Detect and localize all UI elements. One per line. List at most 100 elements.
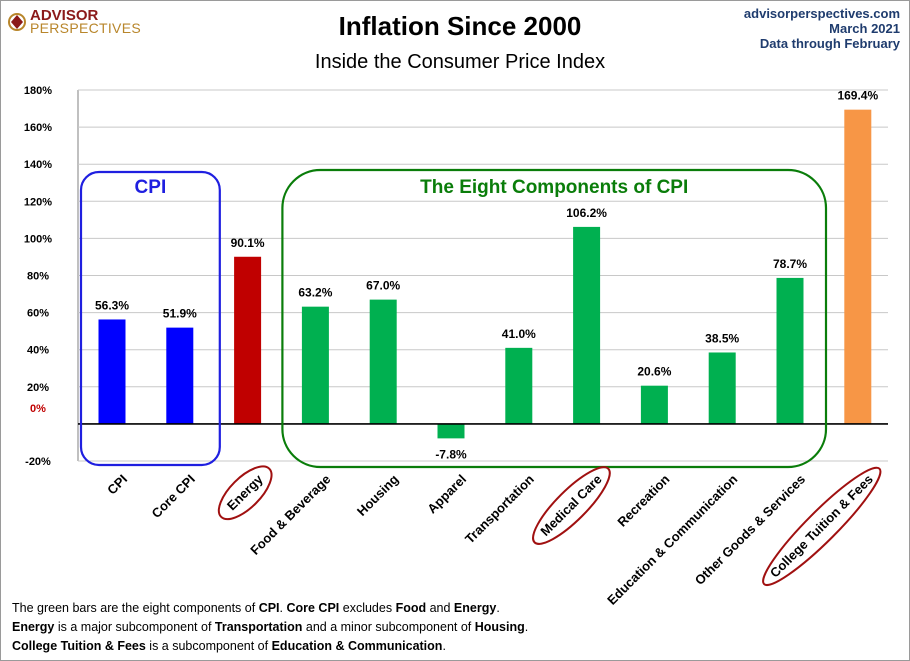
x-category-label: Transportation bbox=[462, 471, 537, 546]
x-category-energy: Energy bbox=[217, 465, 273, 521]
bar-core-cpi bbox=[166, 327, 194, 424]
footnote-run: Education & Communication bbox=[271, 639, 443, 653]
footnote-run: College Tuition & Fees bbox=[12, 639, 146, 653]
y-tick-label: 80% bbox=[27, 271, 49, 283]
footnote-run: CPI bbox=[258, 601, 280, 615]
x-category-other-goods-and-services: Other Goods & Services bbox=[692, 472, 808, 588]
footnote-run: and a minor subcomponent of bbox=[302, 620, 475, 634]
value-label-medical-care: 106.2% bbox=[566, 206, 607, 220]
x-category-label: Education & Communication bbox=[604, 471, 740, 607]
y-tick-label: 140% bbox=[24, 159, 52, 171]
chart-subtitle: Inside the Consumer Price Index bbox=[315, 51, 605, 73]
bar-apparel bbox=[437, 423, 465, 439]
footnote-run: is a major subcomponent of bbox=[54, 620, 215, 634]
y-tick-label: 160% bbox=[24, 122, 52, 134]
x-category-label: Other Goods & Services bbox=[692, 472, 808, 588]
logo-line1: ADVISOR bbox=[30, 7, 99, 24]
bar-energy bbox=[234, 256, 262, 424]
value-label-core-cpi: 51.9% bbox=[163, 307, 197, 321]
logo-diamond-icon bbox=[11, 15, 23, 29]
y-tick-label: 0% bbox=[30, 403, 46, 415]
y-axis-ticks: -20% 0% 20% 40% 60% 80% 100% 120% 140% 160% 180% bbox=[24, 85, 52, 468]
eight-components-box bbox=[281, 168, 828, 469]
value-label-education-and-communication: 38.5% bbox=[705, 331, 739, 345]
bar-cpi bbox=[98, 319, 126, 424]
x-category-medical-care: Medical Care bbox=[532, 466, 611, 545]
x-category-label: Apparel bbox=[424, 472, 469, 517]
eight-components-label: The Eight Components of CPI bbox=[420, 177, 688, 198]
footnote-run: . bbox=[442, 639, 446, 653]
footnote-run: is a subcomponent of bbox=[145, 639, 272, 653]
logo: ADVISOR PERSPECTIVES bbox=[8, 7, 141, 36]
source-site: advisorperspectives.com bbox=[744, 6, 900, 21]
cpi-group-box bbox=[79, 170, 221, 467]
value-label-cpi: 56.3% bbox=[95, 298, 129, 312]
footnote-run: . bbox=[524, 620, 529, 634]
x-category-label: Energy bbox=[224, 471, 266, 513]
value-label-other-goods-and-services: 78.7% bbox=[773, 257, 807, 271]
footnote-run: Core CPI bbox=[286, 601, 340, 615]
footnote-run: Food bbox=[395, 601, 427, 615]
value-label-recreation: 20.6% bbox=[637, 365, 671, 379]
bar-college-tuition-and-fees bbox=[844, 109, 872, 424]
footnote-run: Transportation bbox=[214, 620, 303, 634]
y-tick-label: 40% bbox=[27, 345, 49, 357]
value-label-housing: 67.0% bbox=[366, 279, 400, 293]
x-category-recreation: Recreation bbox=[614, 471, 672, 529]
bar-medical-care bbox=[573, 226, 601, 424]
footnote-run: . bbox=[496, 601, 500, 615]
y-tick-label: 20% bbox=[27, 382, 49, 394]
y-tick-label: 100% bbox=[24, 233, 52, 245]
bar-recreation bbox=[640, 385, 668, 424]
footnote-run: excludes bbox=[339, 601, 396, 615]
value-label-food-and-beverage: 63.2% bbox=[298, 286, 332, 300]
x-category-college-tuition-and-fees: College Tuition & Fees bbox=[762, 466, 882, 587]
cpi-group-label: CPI bbox=[135, 177, 167, 198]
bar-transportation bbox=[505, 347, 533, 424]
x-category-housing: Housing bbox=[354, 471, 401, 518]
logo-line2: PERSPECTIVES bbox=[30, 20, 141, 36]
bar-food-and-beverage bbox=[301, 306, 329, 424]
y-tick-label: 120% bbox=[24, 196, 52, 208]
footnote-run: . bbox=[279, 601, 287, 615]
x-category-core-cpi: Core CPI bbox=[148, 472, 197, 521]
source-data-through: Data through February bbox=[760, 36, 901, 51]
value-labels: 56.3% 51.9% 90.1% 63.2% 67.0% -7.8% 41.0% 106.2… bbox=[95, 89, 878, 462]
footnote-run: Housing bbox=[474, 620, 525, 634]
value-label-apparel: -7.8% bbox=[435, 447, 467, 461]
x-category-transportation: Transportation bbox=[462, 471, 537, 546]
highlight-oval-energy bbox=[217, 465, 273, 521]
bar-education-and-communication bbox=[708, 352, 736, 424]
y-tick-label: 180% bbox=[24, 85, 52, 97]
bar-other-goods-and-services bbox=[776, 277, 804, 424]
highlight-oval-medical-care bbox=[532, 466, 611, 545]
bar-housing bbox=[369, 299, 397, 424]
value-label-college-tuition-and-fees: 169.4% bbox=[837, 89, 878, 103]
footnote-run: Energy bbox=[453, 601, 497, 615]
x-category-label: Medical Care bbox=[537, 472, 604, 539]
bars bbox=[98, 109, 872, 439]
value-label-transportation: 41.0% bbox=[502, 327, 536, 341]
footnote-run: The green bars are the eight components … bbox=[12, 601, 259, 615]
footnote-run: and bbox=[426, 601, 454, 615]
footnote-line1: The green bars are the eight components … bbox=[12, 601, 500, 615]
y-tick-label: -20% bbox=[25, 456, 51, 468]
x-category-label: Recreation bbox=[614, 471, 672, 529]
gridlines bbox=[77, 89, 888, 462]
footnote-line2: Energy is a major subcomponent of Transp… bbox=[12, 620, 528, 634]
footnote-line3: College Tuition & Fees is a subcomponent… bbox=[12, 639, 446, 653]
x-category-cpi: CPI bbox=[104, 472, 130, 498]
x-category-apparel: Apparel bbox=[424, 472, 469, 517]
source-date: March 2021 bbox=[829, 21, 900, 36]
footnote-run: Energy bbox=[12, 620, 55, 634]
x-category-label: Housing bbox=[354, 471, 401, 518]
y-tick-label: 60% bbox=[27, 308, 49, 320]
chart-title: Inflation Since 2000 bbox=[339, 11, 582, 41]
highlight-oval-college-tuition-and-fees bbox=[762, 466, 882, 587]
x-category-label: Core CPI bbox=[148, 472, 197, 521]
logo-circle-icon bbox=[8, 13, 26, 31]
x-category-education-and-communication: Education & Communication bbox=[604, 471, 740, 607]
value-label-energy: 90.1% bbox=[231, 236, 265, 250]
